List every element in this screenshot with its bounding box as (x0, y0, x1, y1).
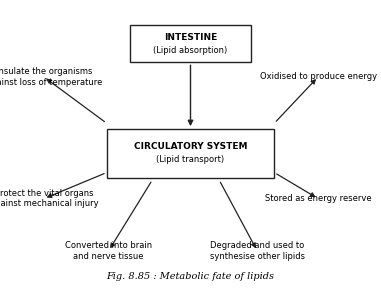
Text: Oxidised to produce energy: Oxidised to produce energy (259, 72, 377, 81)
Text: Insulate the organisms
against loss of temperature: Insulate the organisms against loss of t… (0, 67, 102, 86)
Text: CIRCULATORY SYSTEM: CIRCULATORY SYSTEM (134, 142, 247, 151)
Text: Fig. 8.85 : Metabolic fate of lipids: Fig. 8.85 : Metabolic fate of lipids (107, 272, 274, 281)
Text: (Lipid transport): (Lipid transport) (157, 155, 224, 164)
Bar (107, 129, 274, 178)
Text: Degraded and used to
synthesise other lipids: Degraded and used to synthesise other li… (210, 241, 305, 260)
Text: (Lipid absorption): (Lipid absorption) (154, 46, 227, 55)
Text: Stored as energy reserve: Stored as energy reserve (265, 194, 371, 203)
Text: INTESTINE: INTESTINE (164, 33, 217, 42)
Text: Protect the vital organs
against mechanical injury: Protect the vital organs against mechani… (0, 189, 98, 208)
Text: Converted into brain
and nerve tissue: Converted into brain and nerve tissue (65, 241, 152, 260)
Bar (130, 25, 251, 62)
